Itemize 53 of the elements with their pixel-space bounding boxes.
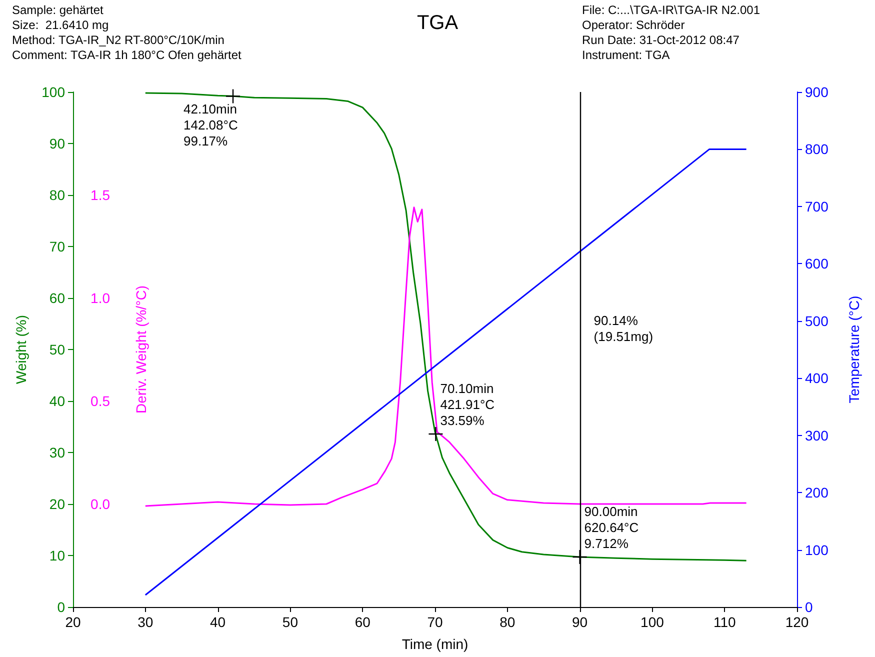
y2-tick-label: 400 [805,370,829,386]
x-tick-label: 70 [427,614,443,630]
x-tick-label: 120 [785,614,809,630]
y2-tick-label: 700 [805,198,829,214]
x-tick-label: 30 [138,614,154,630]
y2-tick-label: 0 [805,599,813,615]
y2-tick-label: 100 [805,542,829,558]
y2-tick-label: 500 [805,312,829,329]
x-tick-label: 100 [640,614,664,630]
x-tick-label: 80 [500,614,516,630]
y-tick-label: 60 [49,290,66,306]
x-tick-label: 110 [713,614,736,630]
y-axis-title: Weight (%) [13,315,29,384]
annotation: 90.00min 620.64°C 9.712% [584,504,639,551]
y-tick-label: 70 [49,238,66,254]
x-tick-label: 50 [282,614,298,630]
text: Method: TGA-IR_N2 RT-800°C/10K/min [12,33,224,47]
y3-tick-label: 0.0 [90,496,110,512]
annotation: 70.10min 421.91°C 33.59% [440,381,495,428]
text: File: C:...\TGA-IR\TGA-IR N2.001 [582,3,760,17]
y-tick-label: 40 [49,393,66,409]
y-tick-label: 20 [49,496,66,512]
text: Comment: TGA-IR 1h 180°C Ofen gehärtet [12,48,242,62]
y-tick-label: 80 [49,187,66,203]
y3-tick-label: 1.5 [90,187,110,203]
text: Instrument: TGA [582,48,670,62]
y-tick-label: 100 [42,84,66,100]
y-tick-label: 0 [57,599,66,615]
y-tick-label: 10 [49,548,66,564]
y2-tick-label: 900 [805,84,829,100]
y-tick-label: 30 [49,444,66,460]
x-axis-title: Time (min) [402,636,468,652]
y2-tick-label: 200 [805,484,829,501]
chart-title: TGA [416,12,459,34]
text: Sample: gehärtet [12,3,104,17]
y3-tick-label: 1.0 [90,290,110,306]
x-tick-label: 20 [65,614,81,630]
x-tick-label: 90 [572,614,588,630]
ref-line-label: 90.14% (19.51mg) [594,313,654,344]
x-tick-label: 60 [354,614,371,630]
annotation: 42.10min 142.08°C 99.17% [184,101,238,148]
y2-tick-label: 300 [805,427,829,444]
y3-tick-label: 0.5 [90,393,110,409]
y2-axis-title: Temperature (°C) [846,296,862,404]
y2-tick-label: 600 [805,256,829,272]
y-tick-label: 90 [49,136,66,152]
y3-axis-title: Deriv. Weight (%/°C) [133,286,149,414]
text: Operator: Schröder [582,18,685,32]
text: Size: 21.6410 mg [12,18,109,32]
y2-tick-label: 800 [805,141,829,158]
x-tick-label: 40 [210,614,226,630]
y-tick-label: 50 [49,342,66,358]
text: Run Date: 31-Oct-2012 08:47 [582,33,740,47]
